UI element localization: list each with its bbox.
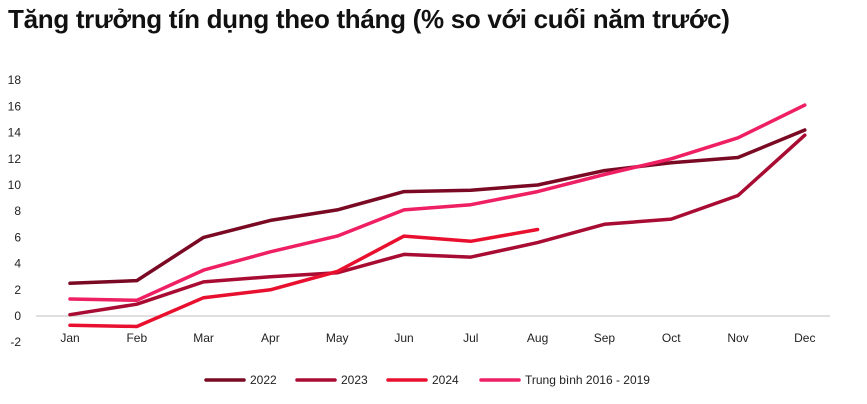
series-line-2022 <box>68 128 807 286</box>
y-tick-label: -2 <box>10 335 21 349</box>
y-tick-label: 18 <box>8 73 22 87</box>
y-tick-label: 6 <box>14 230 21 244</box>
x-tick-label: Aug <box>527 331 548 345</box>
x-tick-label: Oct <box>662 331 681 345</box>
series-lines <box>68 103 807 329</box>
series-line-2024 <box>68 227 540 329</box>
x-tick-label: Feb <box>126 331 147 345</box>
legend-label: 2024 <box>432 373 459 387</box>
x-tick-label: Jun <box>394 331 413 345</box>
legend-label: 2022 <box>250 373 277 387</box>
chart-title: Tăng trưởng tín dụng theo tháng (% so vớ… <box>8 4 730 34</box>
x-tick-label: Dec <box>794 331 815 345</box>
x-tick-label: Mar <box>193 331 214 345</box>
y-tick-label: 12 <box>8 152 22 166</box>
legend: 2022 2023 2024 Trung bình 2016 - 2019 <box>204 373 650 387</box>
y-tick-label: 4 <box>14 257 21 271</box>
x-tick-label: Nov <box>727 331 748 345</box>
legend-label: 2023 <box>341 373 368 387</box>
x-tick-label: Apr <box>261 331 280 345</box>
y-tick-label: 2 <box>14 283 21 297</box>
series-line-trung-b-nh-2016-2019 <box>68 103 807 303</box>
series-line-2023 <box>68 133 807 317</box>
x-tick-label: Sep <box>594 331 616 345</box>
x-tick-label: May <box>326 331 349 345</box>
y-tick-label: 8 <box>14 204 21 218</box>
y-tick-label: 10 <box>8 178 22 192</box>
y-tick-label: 16 <box>8 99 22 113</box>
x-axis: Jan Feb Mar Apr May Jun Jul Aug Sep Oct Nov Dec <box>36 315 830 345</box>
x-tick-label: Jul <box>463 331 478 345</box>
y-axis: -2 0 2 4 6 8 10 12 14 16 18 <box>8 73 22 349</box>
x-tick-label: Jan <box>60 331 79 345</box>
y-tick-label: 0 <box>14 309 21 323</box>
legend-label: Trung bình 2016 - 2019 <box>525 373 650 387</box>
y-tick-label: 14 <box>8 126 22 140</box>
